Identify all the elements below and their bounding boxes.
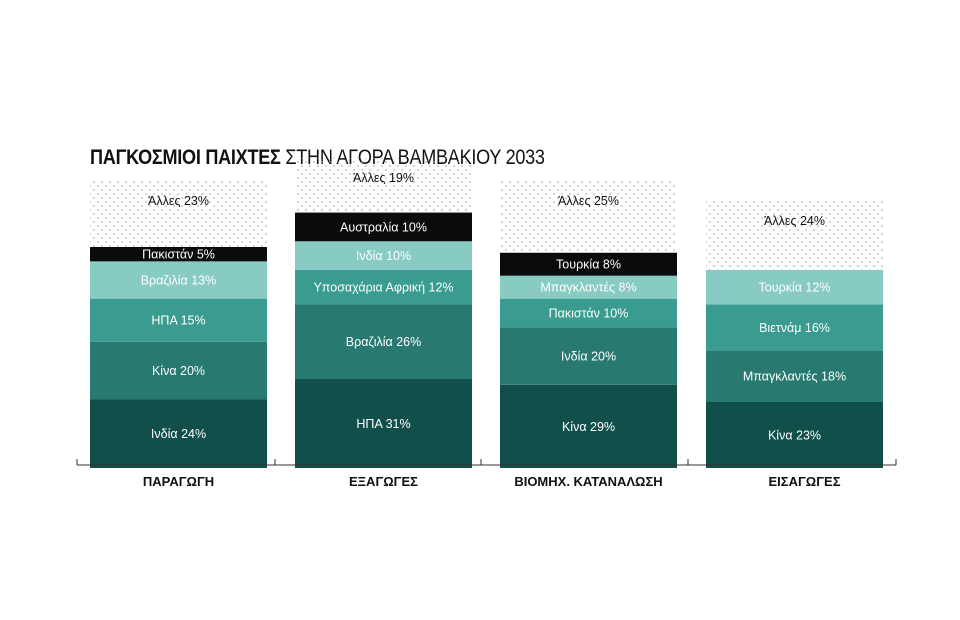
bar-stack: ΗΠΑ 31% Βραζιλία 26% Υποσαχάρια Αφρική 12%…: [295, 158, 472, 468]
segment-label: Ινδία 20%: [561, 350, 616, 364]
segment-label: ΗΠΑ 31%: [356, 417, 410, 431]
bar-segment: [706, 401, 883, 468]
bar-segment: [295, 379, 472, 468]
segment-label: Κίνα 23%: [768, 429, 821, 443]
category-label: ΕΞΑΓΩΓΕΣ: [349, 474, 418, 489]
bar-segment: [706, 269, 883, 305]
segment-label: Τουρκία 8%: [556, 258, 621, 272]
bar-segment: [295, 304, 472, 380]
segment-label: Αυστραλία 10%: [340, 220, 427, 234]
segment-label: Τουρκία 12%: [759, 281, 831, 295]
bar-segment: [500, 275, 677, 299]
segment-label: Βραζιλία 26%: [346, 335, 421, 349]
segment-label: ΗΠΑ 15%: [151, 314, 205, 328]
segment-label: Βιετνάμ 16%: [759, 321, 830, 335]
bar-segment: [295, 212, 472, 242]
segment-label: Ινδία 24%: [151, 427, 206, 441]
segment-label: Κίνα 29%: [562, 420, 615, 434]
bar-segment: [295, 241, 472, 270]
bar-segment: [500, 252, 677, 276]
bar-segment: [706, 350, 883, 402]
segment-label: Άλλες 23%: [148, 194, 209, 208]
x-axis: ΠΑΡΑΓΩΓΗ ΕΞΑΓΩΓΕΣ ΒΙΟΜΗΧ. ΚΑΤΑΝΑΛΩΣΗ ΕΙΣΑΓΩ…: [76, 459, 897, 489]
segment-label: Υποσαχάρια Αφρική 12%: [313, 281, 453, 295]
bar-segment: [90, 181, 267, 248]
segment-label: Κίνα 20%: [152, 364, 205, 378]
segment-label: Μπαγκλαντές 18%: [743, 370, 846, 384]
bar-segment: [500, 384, 677, 468]
bar-stack: Ινδία 24% Κίνα 20% ΗΠΑ 15% Βραζιλία 13% Πακι…: [90, 181, 267, 468]
segment-label: Πακιστάν 5%: [142, 248, 215, 262]
chart-title: ΠΑΓΚΟΣΜΙΟΙ ΠΑΙΧΤΕΣ ΣΤΗΝ ΑΓΟΡΑ ΒΑΜΒΑΚΙΟΥ …: [90, 146, 545, 170]
category-label: ΒΙΟΜΗΧ. ΚΑΤΑΝΑΛΩΣΗ: [514, 474, 662, 489]
segment-label: Άλλες 24%: [764, 214, 825, 228]
bar-segment: [500, 298, 677, 328]
bar-segment: [90, 298, 267, 342]
segment-label: Πακιστάν 10%: [549, 307, 629, 321]
segment-label: Βραζιλία 13%: [141, 274, 216, 288]
bar-segment: [90, 247, 267, 262]
category-label: ΕΙΣΑΓΩΓΕΣ: [769, 474, 841, 489]
chart-title-bold: ΠΑΓΚΟΣΜΙΟΙ ΠΑΙΧΤΕΣ: [90, 146, 281, 169]
segment-label: Μπαγκλαντές 8%: [540, 281, 636, 295]
bar-stack: Κίνα 29% Ινδία 20% Πακιστάν 10% Μπαγκλαντές…: [500, 181, 677, 468]
bar-segment: [500, 181, 677, 253]
bar-stack: Κίνα 23% Μπαγκλαντές 18% Βιετνάμ 16% Τουρκί…: [706, 201, 883, 468]
bar-segment: [500, 327, 677, 385]
bar-segment: [295, 269, 472, 305]
bar-segment: [706, 201, 883, 270]
bar-segment: [706, 304, 883, 351]
category-label: ΠΑΡΑΓΩΓΗ: [143, 474, 214, 489]
bar-segment: [90, 399, 267, 468]
bars-layer: Ινδία 24% Κίνα 20% ΗΠΑ 15% Βραζιλία 13% Πακι…: [90, 158, 883, 468]
segment-label: Άλλες 25%: [558, 194, 619, 208]
segment-label: Ινδία 10%: [356, 249, 411, 263]
bar-segment: [295, 158, 472, 213]
bar-segment: [90, 341, 267, 400]
segment-label: Άλλες 19%: [353, 171, 414, 185]
bar-segment: [90, 261, 267, 299]
